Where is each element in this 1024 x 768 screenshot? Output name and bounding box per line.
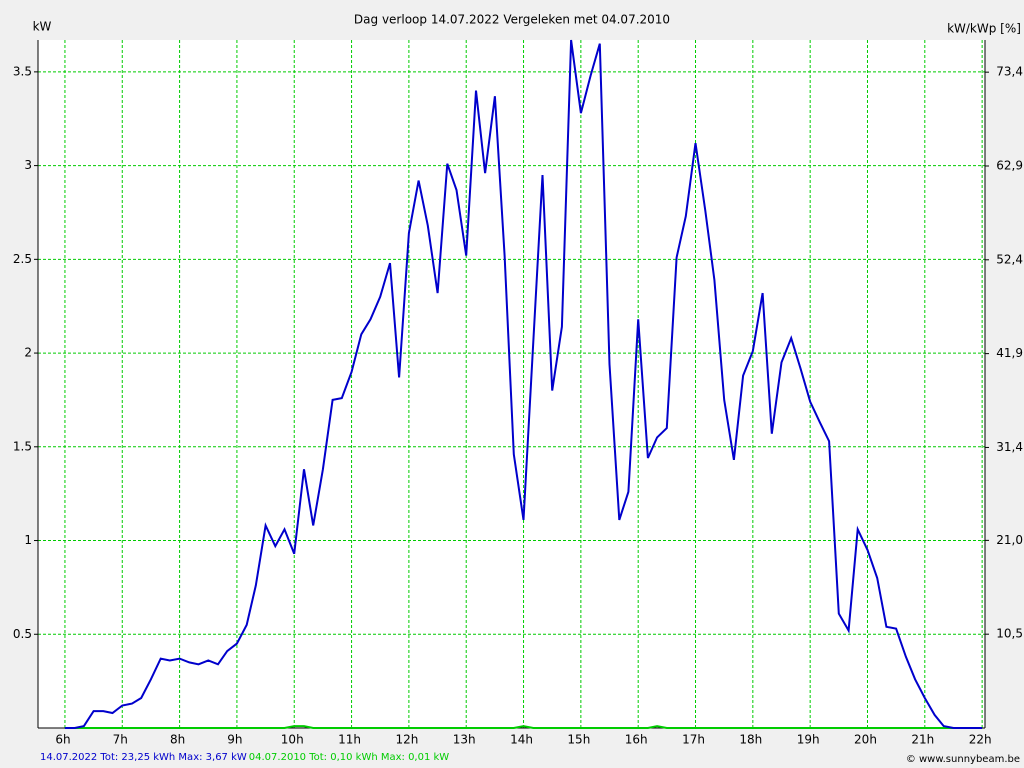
x-tick-label: 20h <box>854 733 877 747</box>
series-line <box>64 39 983 729</box>
y2-axis-label: kW/kWp [%] <box>947 22 1021 36</box>
y-tick-label: 2 <box>24 346 32 360</box>
x-tick-label: 15h <box>567 733 590 747</box>
y-tick-label: 0.5 <box>13 627 32 641</box>
x-tick-label: 13h <box>453 733 476 747</box>
credit: © www.sunnybeam.be <box>906 754 1020 765</box>
series-line <box>64 725 983 729</box>
y2-tick-label: 73,4 <box>996 65 1023 79</box>
x-tick-label: 17h <box>682 733 705 747</box>
x-tick-label: 9h <box>227 733 242 747</box>
x-tick-label: 12h <box>395 733 418 747</box>
x-tick-label: 6h <box>55 733 70 747</box>
y-axis-label: kW <box>33 20 52 34</box>
legend-entry: 14.07.2022 Tot: 23,25 kWh Max: 3,67 kW <box>40 752 247 763</box>
legend-entry: 04.07.2010 Tot: 0,10 kWh Max: 0,01 kW <box>249 752 450 763</box>
x-tick-label: 16h <box>625 733 648 747</box>
x-tick-label: 14h <box>510 733 533 747</box>
y-tick-label: 1 <box>24 533 32 547</box>
y-tick-label: 2.5 <box>13 252 32 266</box>
x-tick-label: 7h <box>113 733 128 747</box>
y-tick-label: 3.5 <box>13 64 32 78</box>
y2-tick-label: 10,5 <box>996 627 1023 641</box>
y-tick-label: 1.5 <box>13 439 32 453</box>
x-tick-label: 22h <box>969 733 992 747</box>
x-tick-label: 10h <box>281 733 304 747</box>
chart-title: Dag verloop 14.07.2022 Vergeleken met 04… <box>354 13 670 27</box>
y2-tick-label: 52,4 <box>996 252 1023 266</box>
y2-tick-label: 31,4 <box>996 440 1023 454</box>
x-tick-label: 18h <box>739 733 762 747</box>
y2-tick-label: 21,0 <box>996 533 1023 547</box>
x-tick-label: 8h <box>170 733 185 747</box>
x-tick-label: 21h <box>911 733 934 747</box>
y-tick-label: 3 <box>24 158 32 172</box>
x-tick-label: 19h <box>797 733 820 747</box>
x-tick-label: 11h <box>338 733 361 747</box>
y2-tick-label: 62,9 <box>996 158 1023 172</box>
y2-tick-label: 41,9 <box>996 346 1023 360</box>
